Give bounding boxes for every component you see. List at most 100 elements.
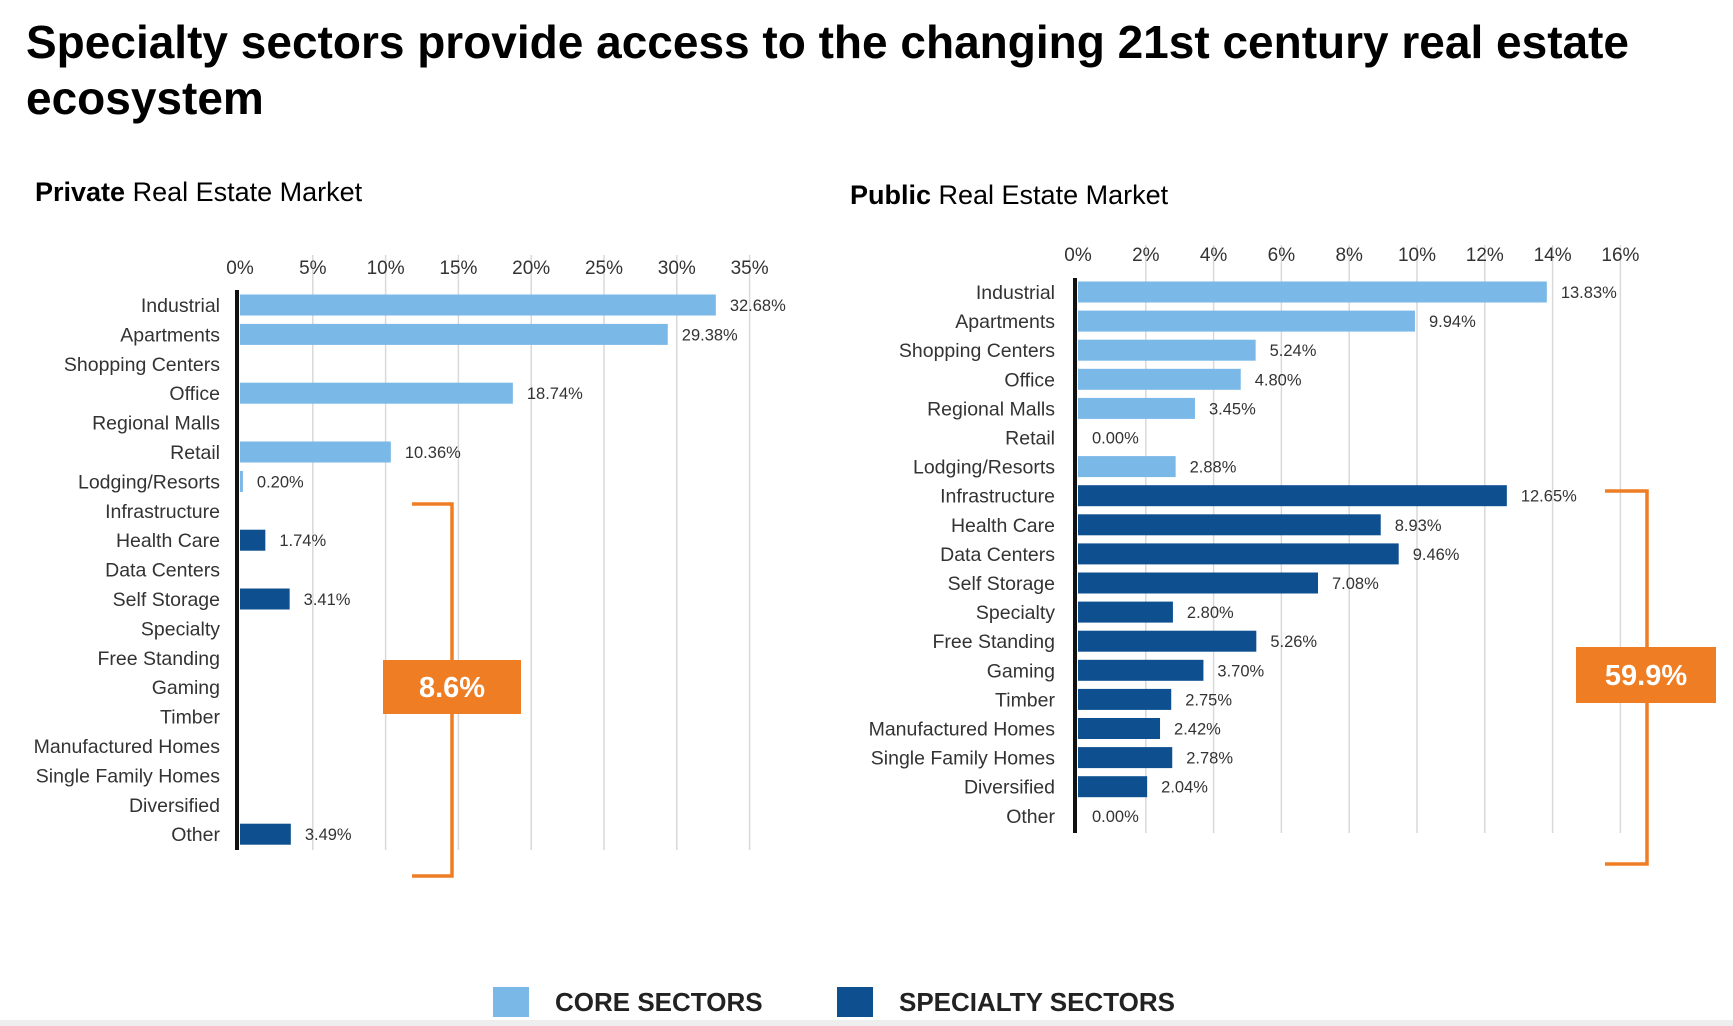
- public-bar-diversified: [1078, 776, 1148, 798]
- public-category-label: Infrastructure: [940, 486, 1055, 508]
- public-data-label: 2.88%: [1190, 459, 1237, 477]
- private-category-label: Single Family Homes: [36, 765, 220, 787]
- legend: CORE SECTORS SPECIALTY SECTORS: [0, 986, 1733, 1026]
- public-x-tick-label: 0%: [1064, 245, 1092, 266]
- private-category-label: Retail: [170, 442, 220, 464]
- public-bar-lodging-resorts: [1078, 456, 1176, 478]
- public-data-label: 8.93%: [1395, 517, 1442, 535]
- public-category-label: Shopping Centers: [899, 340, 1055, 362]
- private-data-label: 18.74%: [527, 385, 583, 403]
- public-data-label: 2.78%: [1186, 750, 1233, 768]
- private-bar-lodging-resorts: [240, 470, 243, 492]
- public-data-label: 9.46%: [1413, 546, 1460, 564]
- public-data-label: 2.80%: [1187, 604, 1234, 622]
- private-bar-apartments: [240, 323, 668, 345]
- private-category-label: Specialty: [141, 618, 220, 640]
- public-x-tick-label: 10%: [1398, 245, 1436, 266]
- public-category-label: Regional Malls: [927, 398, 1055, 420]
- public-category-label: Apartments: [955, 311, 1055, 333]
- legend-label-specialty: SPECIALTY SECTORS: [899, 986, 1175, 1017]
- private-bar-self-storage: [240, 588, 290, 610]
- public-category-label: Retail: [1005, 428, 1055, 450]
- public-data-label: 0.00%: [1092, 430, 1139, 448]
- private-category-label: Timber: [160, 707, 220, 729]
- public-category-label: Specialty: [976, 602, 1055, 624]
- public-data-label: 5.26%: [1270, 633, 1317, 651]
- public-bar-gaming: [1078, 659, 1204, 681]
- private-category-label: Gaming: [152, 677, 220, 699]
- public-data-label: 2.04%: [1161, 779, 1208, 797]
- private-chart-heading: Private Real Estate Market: [35, 177, 362, 208]
- private-bar-industrial: [240, 294, 716, 316]
- private-category-label: Health Care: [116, 530, 220, 552]
- private-x-tick-label: 25%: [585, 258, 623, 279]
- public-category-label: Lodging/Resorts: [913, 457, 1055, 479]
- public-specialty-total-box: [1576, 647, 1716, 703]
- public-chart-heading: Public Real Estate Market: [850, 180, 1168, 211]
- public-bar-shopping-centers: [1078, 339, 1256, 361]
- page-title: Specialty sectors provide access to the …: [26, 16, 1629, 124]
- public-category-label: Timber: [995, 689, 1055, 711]
- legend-swatch-specialty: [837, 987, 873, 1017]
- public-data-label: 7.08%: [1332, 575, 1379, 593]
- private-data-label: 32.68%: [730, 297, 786, 315]
- private-category-label: Data Centers: [105, 560, 220, 582]
- public-category-label: Manufactured Homes: [869, 719, 1056, 741]
- public-data-label: 0.00%: [1092, 808, 1139, 826]
- public-data-label: 2.75%: [1185, 691, 1232, 709]
- private-specialty-total-box: [383, 660, 521, 714]
- private-data-label: 10.36%: [405, 444, 461, 462]
- private-category-label: Industrial: [141, 295, 220, 317]
- footer-strip: [0, 1020, 1733, 1026]
- public-bar-manufactured-homes: [1078, 718, 1161, 739]
- public-category-label: Gaming: [987, 660, 1055, 682]
- private-x-tick-label: 30%: [658, 258, 696, 279]
- public-data-label: 5.24%: [1270, 342, 1317, 360]
- public-heading-rest: Real Estate Market: [931, 180, 1169, 210]
- public-x-tick-label: 16%: [1601, 245, 1639, 266]
- public-x-tick-label: 8%: [1335, 245, 1363, 266]
- public-bar-free-standing: [1078, 630, 1257, 652]
- private-x-tick-label: 35%: [731, 258, 769, 279]
- private-bar-health-care: [240, 529, 266, 551]
- public-data-label: 3.45%: [1209, 400, 1256, 418]
- public-category-label: Self Storage: [948, 573, 1055, 595]
- private-bar-other: [240, 823, 291, 845]
- legend-item-specialty: SPECIALTY SECTORS: [837, 986, 1175, 1018]
- public-data-label: 2.42%: [1174, 721, 1221, 739]
- private-data-label: 3.41%: [304, 591, 351, 609]
- private-specialty-total-label: 8.6%: [419, 672, 485, 704]
- private-x-tick-label: 0%: [226, 258, 254, 279]
- public-bar-self-storage: [1078, 572, 1319, 594]
- public-data-label: 13.83%: [1561, 284, 1617, 302]
- private-category-label: Self Storage: [113, 589, 220, 611]
- private-x-tick-label: 15%: [439, 258, 477, 279]
- private-category-label: Apartments: [120, 324, 220, 346]
- private-x-tick-label: 10%: [367, 258, 405, 279]
- public-x-tick-label: 6%: [1268, 245, 1296, 266]
- public-bar-office: [1078, 368, 1241, 390]
- private-data-label: 29.38%: [682, 326, 738, 344]
- public-bar-health-care: [1078, 514, 1381, 536]
- public-bar-industrial: [1078, 281, 1547, 303]
- public-x-tick-label: 2%: [1132, 245, 1160, 266]
- private-category-label: Shopping Centers: [64, 354, 220, 376]
- private-category-label: Lodging/Resorts: [78, 471, 220, 493]
- private-x-tick-label: 20%: [512, 258, 550, 279]
- public-category-label: Industrial: [976, 282, 1055, 304]
- public-data-label: 3.70%: [1217, 662, 1264, 680]
- private-category-label: Diversified: [129, 795, 220, 817]
- private-bar-office: [240, 382, 513, 404]
- public-category-label: Data Centers: [940, 544, 1055, 566]
- public-bar-single-family-homes: [1078, 747, 1173, 769]
- private-category-label: Infrastructure: [105, 501, 220, 523]
- private-data-label: 3.49%: [305, 826, 352, 844]
- public-x-tick-label: 12%: [1466, 245, 1504, 266]
- private-data-label: 1.74%: [279, 532, 326, 550]
- public-bar-infrastructure: [1078, 485, 1507, 507]
- legend-label-core: CORE SECTORS: [555, 986, 763, 1017]
- private-category-label: Office: [169, 383, 220, 405]
- public-bar-timber: [1078, 688, 1172, 710]
- private-category-label: Free Standing: [98, 648, 221, 670]
- public-data-label: 9.94%: [1429, 313, 1476, 331]
